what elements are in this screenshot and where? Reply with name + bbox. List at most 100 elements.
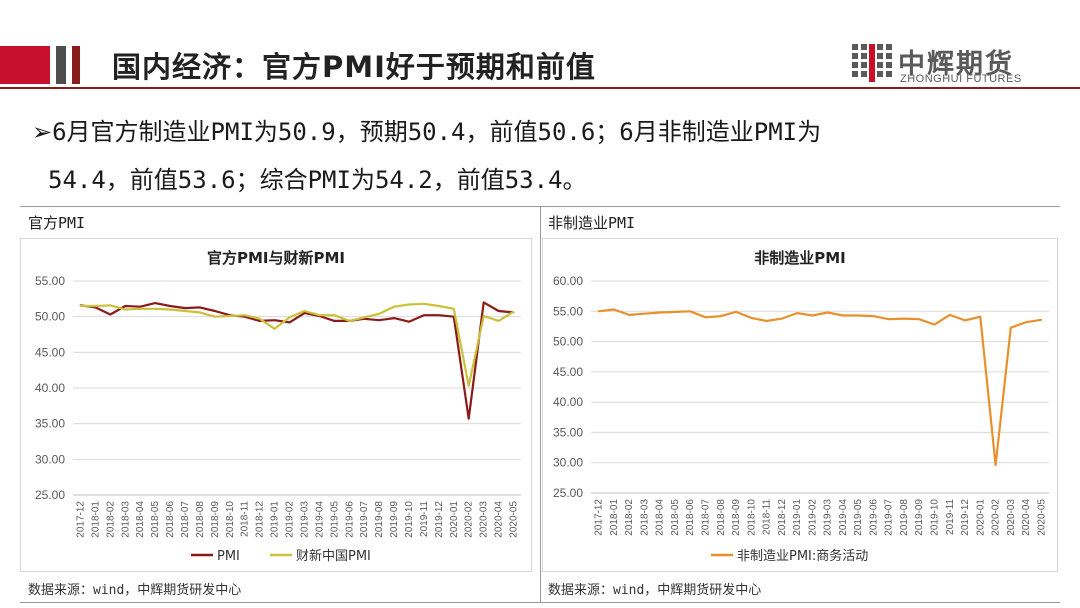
data-point bbox=[214, 310, 216, 312]
data-point bbox=[154, 302, 156, 304]
data-point bbox=[348, 320, 351, 322]
y-tick-label: 35.00 bbox=[35, 417, 65, 431]
data-point bbox=[423, 314, 425, 317]
right-panel-label: 非制造业PMI bbox=[548, 214, 636, 232]
data-point bbox=[872, 315, 875, 317]
data-point bbox=[811, 314, 814, 317]
x-tick-label: 2018-01 bbox=[609, 499, 620, 536]
data-point bbox=[674, 311, 676, 313]
x-tick-label: 2018-07 bbox=[180, 501, 191, 538]
data-point bbox=[333, 314, 336, 317]
x-tick-label: 2018-11 bbox=[240, 501, 251, 537]
data-point bbox=[979, 315, 982, 318]
data-point bbox=[154, 308, 156, 310]
data-point bbox=[258, 320, 261, 322]
y-tick-label: 40.00 bbox=[35, 381, 65, 395]
data-point bbox=[199, 311, 201, 314]
x-tick-label: 2018-12 bbox=[255, 501, 266, 538]
data-point bbox=[719, 315, 722, 317]
x-tick-label: 2019-10 bbox=[404, 501, 415, 538]
x-tick-label: 2018-07 bbox=[701, 499, 712, 536]
data-point bbox=[1040, 318, 1043, 321]
data-point bbox=[497, 310, 500, 312]
x-tick-label: 2018-08 bbox=[195, 501, 206, 538]
data-point bbox=[933, 323, 936, 326]
data-point bbox=[497, 320, 500, 322]
x-tick-label: 2018-09 bbox=[731, 499, 742, 536]
x-tick-label: 2020-02 bbox=[991, 499, 1002, 536]
data-point bbox=[363, 316, 366, 319]
data-point bbox=[781, 317, 783, 320]
y-tick-label: 45.00 bbox=[553, 365, 583, 379]
data-point bbox=[994, 464, 997, 466]
x-tick-label: 2020-03 bbox=[1006, 499, 1017, 536]
data-point bbox=[378, 319, 380, 322]
data-point bbox=[273, 327, 276, 330]
x-tick-label: 2018-05 bbox=[670, 499, 681, 536]
x-tick-label: 2018-11 bbox=[762, 499, 773, 535]
x-tick-label: 2018-12 bbox=[777, 499, 788, 536]
y-tick-label: 25.00 bbox=[553, 486, 583, 500]
data-point bbox=[109, 304, 112, 307]
x-tick-label: 2018-06 bbox=[165, 501, 176, 538]
y-tick-label: 30.00 bbox=[553, 456, 583, 470]
x-tick-label: 2019-05 bbox=[853, 499, 864, 536]
data-point bbox=[318, 314, 321, 317]
summary-line-1: 6月官方制造业PMI为50.9，预期50.4，前值50.6；6月非制造业PMI为 bbox=[52, 118, 822, 146]
data-point bbox=[1010, 326, 1012, 329]
data-point bbox=[796, 312, 798, 314]
data-point bbox=[169, 308, 171, 311]
data-point bbox=[124, 308, 127, 311]
data-point bbox=[597, 310, 600, 313]
y-tick-label: 50.00 bbox=[553, 335, 583, 349]
data-point bbox=[453, 308, 455, 310]
chart-title: 非制造业PMI bbox=[754, 249, 846, 267]
x-tick-label: 2018-02 bbox=[624, 499, 635, 536]
data-point bbox=[79, 305, 82, 307]
x-tick-label: 2020-03 bbox=[479, 501, 490, 538]
page-title: 国内经济：官方PMI好于预期和前值 bbox=[112, 50, 596, 84]
x-tick-label: 2019-06 bbox=[344, 501, 355, 538]
x-tick-label: 2020-01 bbox=[975, 499, 986, 536]
x-tick-label: 2020-05 bbox=[1036, 499, 1047, 536]
data-point bbox=[613, 308, 615, 311]
left-panel-label: 官方PMI bbox=[28, 214, 86, 232]
non-manufacturing-chart-plot: 25.00 30.00 35.00 40.00 45.00 50.00 55.00 60.00… bbox=[553, 274, 1049, 564]
x-tick-label: 2019-09 bbox=[914, 499, 925, 536]
x-tick-label: 2019-08 bbox=[899, 499, 910, 536]
data-point bbox=[184, 307, 186, 309]
data-point bbox=[1025, 321, 1027, 323]
x-tick-label: 2018-02 bbox=[105, 501, 116, 538]
x-tick-label: 2019-10 bbox=[930, 499, 941, 536]
x-tick-label: 2018-10 bbox=[746, 499, 757, 536]
data-point bbox=[704, 316, 707, 319]
x-tick-label: 2018-09 bbox=[210, 501, 221, 538]
data-point bbox=[643, 312, 646, 315]
y-tick-label: 60.00 bbox=[553, 274, 583, 288]
x-tick-label: 2020-01 bbox=[449, 501, 460, 538]
data-point bbox=[750, 317, 753, 319]
data-point bbox=[243, 314, 246, 317]
series-line-0 bbox=[80, 301, 514, 420]
data-point bbox=[378, 313, 380, 315]
data-point bbox=[482, 315, 485, 317]
data-point bbox=[423, 303, 425, 305]
pmi-chart-plot: 25.00 30.00 35.00 40.00 45.00 50.00 55.00 2017-… bbox=[35, 274, 521, 564]
data-point bbox=[826, 311, 829, 314]
data-point bbox=[139, 308, 141, 310]
legend-label: 非制造业PMI:商务活动 bbox=[737, 548, 868, 564]
y-tick-label: 35.00 bbox=[553, 425, 583, 439]
x-tick-label: 2019-01 bbox=[792, 499, 803, 536]
x-tick-label: 2019-07 bbox=[359, 501, 370, 538]
left-source-note: 数据来源：wind，中辉期货研发中心 bbox=[28, 583, 242, 598]
legend-label: PMI bbox=[217, 549, 240, 564]
y-tick-label: 30.00 bbox=[35, 452, 65, 466]
data-point bbox=[512, 310, 515, 313]
data-point bbox=[765, 320, 768, 322]
data-point bbox=[857, 314, 859, 317]
non-manufacturing-chart: 非制造业PMI 25.00 30.00 35.00 40.00 45.00 50.00 55… bbox=[542, 238, 1058, 572]
grid-logo-icon bbox=[852, 44, 892, 82]
x-tick-label: 2019-03 bbox=[823, 499, 834, 536]
y-tick-label: 40.00 bbox=[553, 395, 583, 409]
data-point bbox=[918, 318, 921, 320]
